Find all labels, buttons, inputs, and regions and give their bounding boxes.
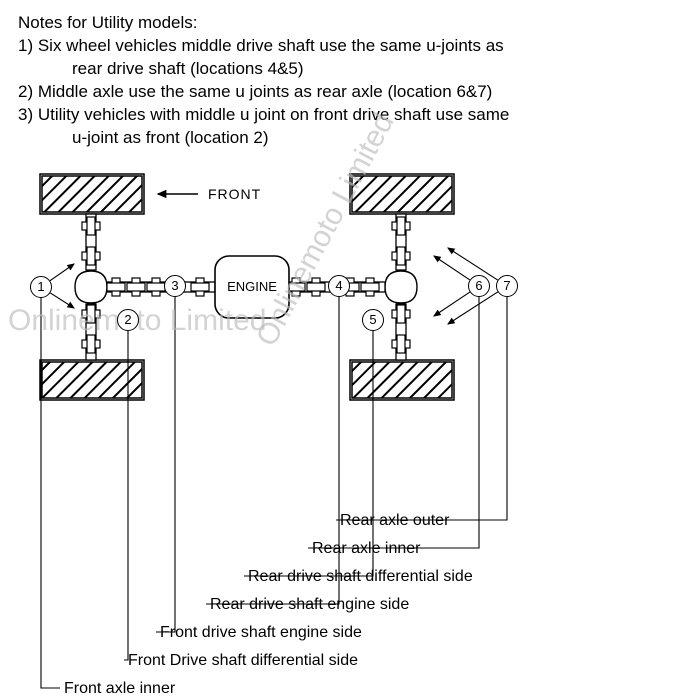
callout-c6: Rear axle inner xyxy=(312,540,421,558)
drivetrain-diagram: ENGINE FRONT Onlinemoto Limited Onlinemo… xyxy=(0,156,700,700)
front-direction-label: FRONT xyxy=(208,186,261,202)
leader-line xyxy=(41,298,60,688)
pointer-arrow xyxy=(434,292,470,316)
notes-line: u-joint as front (location 2) xyxy=(18,127,682,150)
location-marker-7: 7 xyxy=(496,275,518,297)
wheel-fl xyxy=(40,174,144,214)
pointer-arrow xyxy=(448,248,498,280)
location-marker-2: 2 xyxy=(117,309,139,331)
notes-line: rear drive shaft (locations 4&5) xyxy=(18,58,682,81)
engine-label: ENGINE xyxy=(227,279,277,294)
notes-block: Notes for Utility models: 1) Six wheel v… xyxy=(0,0,700,156)
pointer-arrow xyxy=(434,256,470,280)
callout-c1: Front axle inner xyxy=(64,680,175,698)
callout-c3: Front drive shaft engine side xyxy=(160,624,362,642)
callout-c5: Rear drive shaft differential side xyxy=(248,568,473,586)
callout-c2: Front Drive shaft differential side xyxy=(128,652,358,670)
notes-line: 1) Six wheel vehicles middle drive shaft… xyxy=(18,35,682,58)
notes-line: 3) Utility vehicles with middle u joint … xyxy=(18,104,682,127)
rear-diff xyxy=(385,271,417,303)
diagram-svg: ENGINE xyxy=(0,156,700,700)
leader-line xyxy=(156,297,175,632)
location-marker-3: 3 xyxy=(164,275,186,297)
notes-heading: Notes for Utility models: xyxy=(18,12,682,35)
location-marker-4: 4 xyxy=(328,275,350,297)
callout-c7: Rear axle outer xyxy=(340,512,449,530)
location-marker-1: 1 xyxy=(30,276,52,298)
leader-line xyxy=(308,297,479,548)
wheel-rl xyxy=(350,174,454,214)
location-marker-5: 5 xyxy=(362,309,384,331)
pointer-arrow xyxy=(50,264,74,281)
wheel-rr xyxy=(350,360,454,400)
leader-line xyxy=(336,297,507,520)
callout-c4: Rear drive shaft engine side xyxy=(210,596,409,614)
pointer-arrow xyxy=(50,293,74,308)
notes-line: 2) Middle axle use the same u joints as … xyxy=(18,81,682,104)
pointer-arrow xyxy=(448,292,498,324)
front-diff xyxy=(75,271,107,303)
location-marker-6: 6 xyxy=(468,275,490,297)
